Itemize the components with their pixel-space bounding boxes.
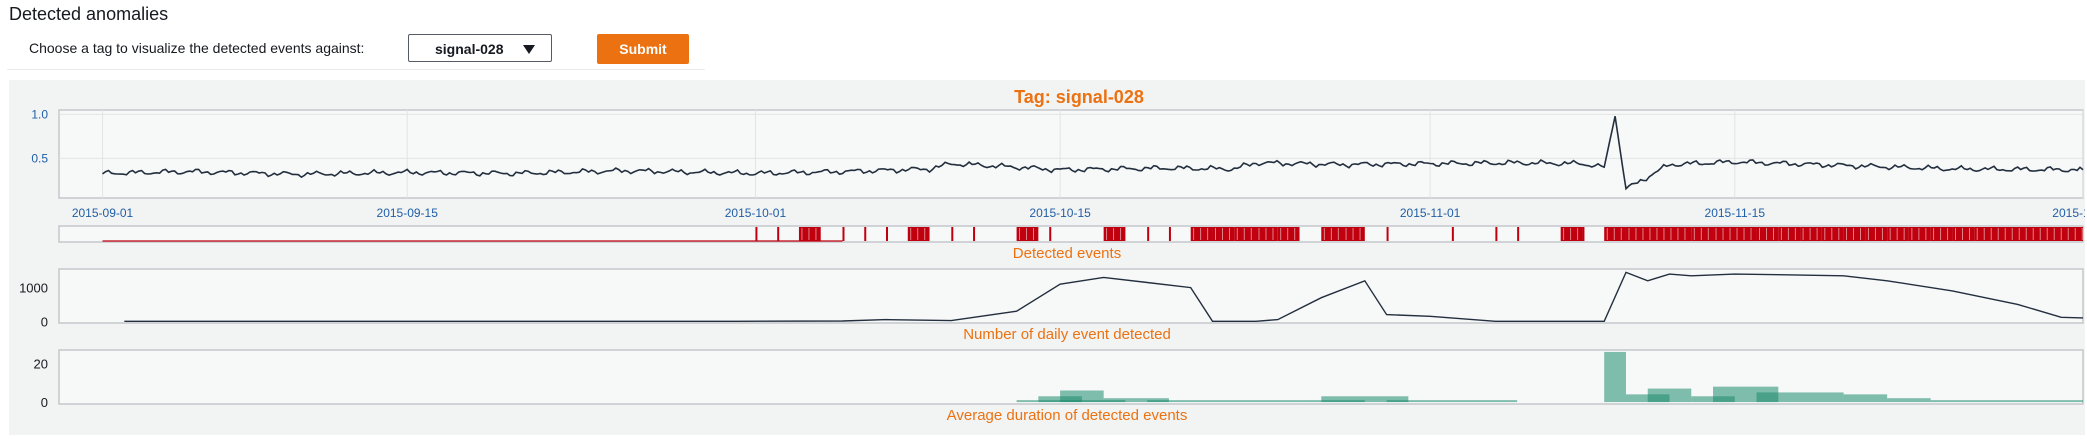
signal-y-tick-label: 1.0 [31,107,48,121]
event-mark [1451,227,1454,241]
event-mark [755,227,758,241]
event-mark [1103,227,1126,241]
duration-bars [1016,351,2083,403]
event-mark [777,227,780,241]
chart-panel: Tag: signal-028 2015-09-01 2015-09-15 2015-… [9,80,2085,435]
event-mark [1778,227,1801,241]
event-mark [1190,227,1213,241]
events-x-label: Detected events [1013,245,1121,262]
signal-plot-area [58,109,2084,199]
event-mark [1604,227,1626,241]
event-mark [951,227,954,241]
signal-x-tick-label: 2015-09-15 [377,206,439,220]
duration-x-label: Average duration of detected events [947,407,1188,424]
event-mark [1168,227,1171,241]
event-mark [1865,227,1888,241]
daily-y-tick-label: 1000 [19,281,48,296]
event-hatching [801,228,2083,240]
event-mark [1343,227,1365,241]
chart-title: Tag: signal-028 [1014,87,1144,107]
duration-bar [1321,396,1409,403]
duration-bar [1647,388,1692,403]
event-marks [102,227,2083,242]
event-mark [1147,227,1150,241]
event-mark [1016,227,1039,241]
event-mark [1277,227,1300,241]
duration-bar [1386,400,1518,403]
signal-x-tick-label: 2015-10-01 [725,206,787,220]
signal-x-tick-label: 2015-09-01 [72,206,134,220]
duration-y-tick-label: 0 [41,395,48,410]
duration-bar [1930,400,2083,403]
duration-bar [1604,351,1626,403]
duration-bar [1843,394,1888,403]
duration-bar [1756,392,1844,403]
event-mark [1234,227,1256,241]
page-title: Detected anomalies [9,4,169,24]
daily-y-tick-label: 0 [41,314,48,329]
tag-select[interactable]: signal-028 [408,34,552,62]
event-mark [1800,227,1822,241]
event-mark [1049,227,1052,241]
duration-bar [1103,398,1169,403]
daily-events-series-line [124,271,2084,323]
duration-y-tick-label: 20 [34,357,48,372]
signal-x-tick-label: 2015-10-15 [1029,206,1091,220]
event-mark [798,227,821,241]
duration-bar [1147,400,1300,403]
event-mark [1560,227,1583,241]
submit-button[interactable]: Submit [597,34,689,64]
event-mark [864,227,867,241]
event-mark [1930,227,1953,241]
anomaly-charts: Tag: signal-028 2015-09-01 2015-09-15 2015-… [19,87,2085,424]
event-mark [973,227,976,241]
signal-x-tick-label: 2015-12-01 [2052,206,2085,220]
tag-chooser-label: Choose a tag to visualize the detected e… [29,40,365,56]
event-mark [1212,227,1235,241]
signal-x-tick-label: 2015-11-01 [1400,206,1461,220]
event-mark [1908,227,1931,241]
event-mark [907,227,930,241]
event-mark [842,227,845,241]
event-mark [886,227,889,241]
event-mark [1321,227,1344,241]
event-mark [1517,227,1520,241]
event-mark [1952,227,1975,241]
tag-select-value: signal-028 [435,41,504,57]
signal-gridlines [59,110,2084,198]
caret-down-icon [523,45,535,54]
duration-bar [1060,390,1104,403]
event-mark [1495,227,1498,241]
signal-x-tick-label: 2015-11-15 [1705,206,1766,220]
signal-y-tick-label: 0.5 [31,151,48,165]
daily-events-plot-area [58,268,2084,324]
event-mark [1255,227,1278,241]
header-divider [7,69,705,70]
daily-x-label: Number of daily event detected [963,326,1171,343]
event-mark [1582,227,1585,241]
event-mark [1691,227,1714,241]
signal-series-line [102,116,2084,191]
event-mark [1625,227,1692,241]
event-mark [1386,227,1389,241]
duration-bar [1887,398,1931,403]
event-mark [1887,227,1909,241]
event-mark [1974,227,2083,241]
event-mark [1756,227,1779,241]
event-mark [1821,227,1844,241]
event-mark [1713,227,1757,241]
event-mark [1843,227,1866,241]
